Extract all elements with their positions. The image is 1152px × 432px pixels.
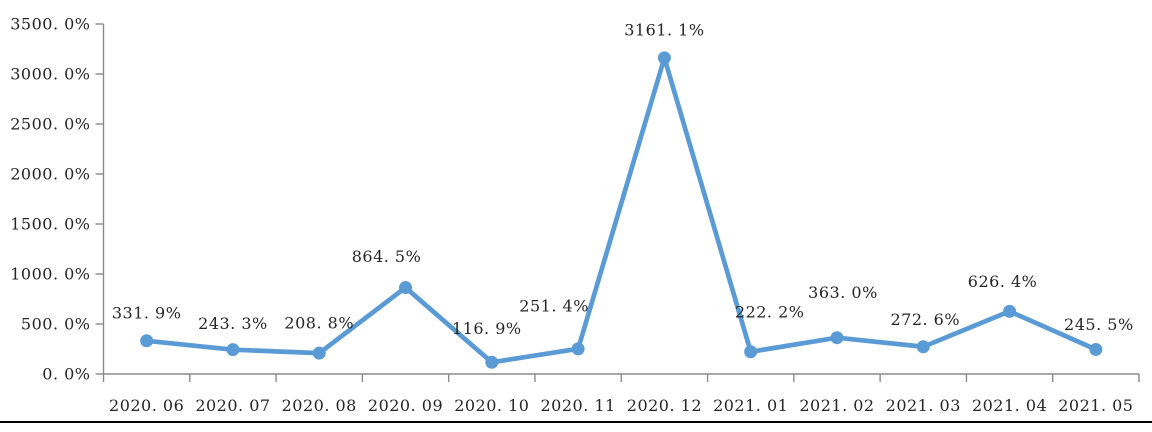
x-tick-label: 2020. 11 (540, 396, 615, 415)
data-point-marker (830, 331, 844, 345)
data-point-marker (485, 355, 499, 369)
data-labels: 331. 9% 243. 3% 208. 8% 864. 5% 116. 9% 251. … (112, 20, 1134, 338)
data-point-marker (1089, 342, 1103, 356)
x-tick-label: 2021. 01 (713, 396, 788, 415)
y-tick-label: 0. 0% (42, 365, 90, 384)
axis-labels: 0. 0% 500. 0% 1000. 0% 1500. 0% 2000. 0% 2500… (10, 15, 1133, 416)
data-point-marker (399, 281, 413, 295)
x-tick-label: 2020. 06 (109, 396, 184, 415)
data-label: 245. 5% (1064, 315, 1134, 334)
y-tick-label: 500. 0% (21, 315, 91, 334)
x-tick-label: 2021. 05 (1058, 396, 1133, 415)
data-label: 251. 4% (519, 296, 589, 315)
y-tick-label: 2500. 0% (10, 115, 90, 134)
data-point-marker (226, 343, 240, 357)
data-point-marker (312, 346, 326, 360)
data-point-marker (744, 345, 758, 359)
data-point-marker (571, 342, 585, 356)
y-tick-label: 3500. 0% (10, 15, 90, 34)
y-tick-label: 2000. 0% (10, 165, 90, 184)
y-tick-label: 1000. 0% (10, 265, 90, 284)
data-label: 626. 4% (968, 272, 1038, 291)
data-label: 243. 3% (198, 314, 268, 333)
data-point-marker (657, 51, 671, 65)
data-label: 864. 5% (352, 247, 422, 266)
x-tick-label: 2020. 08 (282, 396, 357, 415)
data-label: 208. 8% (284, 314, 354, 333)
data-label: 331. 9% (112, 303, 182, 322)
x-tick-label: 2021. 02 (799, 396, 874, 415)
data-point-marker (916, 340, 930, 354)
data-label: 272. 6% (890, 310, 960, 329)
y-tick-label: 3000. 0% (10, 65, 90, 84)
x-tick-label: 2021. 03 (886, 396, 961, 415)
x-tick-label: 2020. 12 (627, 396, 702, 415)
data-point-marker (140, 334, 154, 348)
data-label: 363. 0% (808, 283, 878, 302)
bottom-divider (0, 421, 1152, 423)
line-chart: 0. 0% 500. 0% 1000. 0% 1500. 0% 2000. 0% 2500… (10, 15, 1140, 416)
data-point-marker (1003, 304, 1017, 318)
y-tick-label: 1500. 0% (10, 215, 90, 234)
axes (95, 23, 1140, 382)
x-tick-label: 2021. 04 (972, 396, 1047, 415)
x-tick-label: 2020. 09 (368, 396, 443, 415)
x-tick-label: 2020. 07 (195, 396, 270, 415)
data-label: 222. 2% (735, 302, 805, 321)
data-label: 116. 9% (452, 319, 522, 338)
data-label: 3161. 1% (624, 20, 704, 39)
x-tick-label: 2020. 10 (454, 396, 529, 415)
series-line (144, 55, 1099, 365)
data-series (140, 51, 1103, 369)
